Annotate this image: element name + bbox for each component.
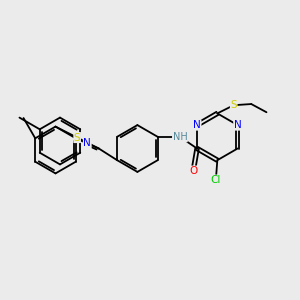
Text: S: S	[230, 100, 237, 110]
Text: N: N	[83, 138, 91, 148]
Text: S: S	[74, 133, 80, 142]
Text: NH: NH	[172, 132, 187, 142]
Text: N: N	[193, 120, 201, 130]
Text: O: O	[189, 166, 198, 176]
Text: Cl: Cl	[211, 175, 221, 185]
Text: N: N	[234, 120, 242, 130]
